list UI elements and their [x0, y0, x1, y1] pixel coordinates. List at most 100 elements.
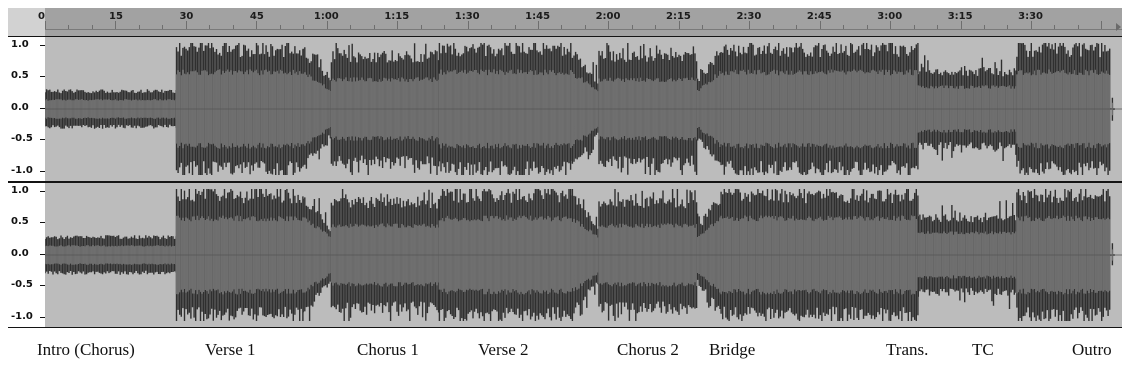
ruler-major-tick	[678, 21, 680, 29]
ruler-time-label: 3:15	[947, 11, 973, 22]
scale-tick	[40, 254, 45, 255]
ruler-minor-tick	[279, 25, 281, 29]
amplitude-scale: 1.0 0.5 0.0 -0.5 -1.0	[8, 37, 45, 181]
ruler-minor-tick	[420, 25, 422, 29]
scale-tick	[40, 191, 45, 192]
ruler-major-tick	[115, 21, 117, 29]
ruler-minor-tick	[373, 25, 375, 29]
ruler-minor-tick	[561, 25, 563, 29]
ruler-major-tick	[819, 21, 821, 29]
scale-label-upper: 0.5	[11, 70, 29, 81]
ruler-major-tick	[256, 21, 258, 29]
ruler-baseline	[45, 29, 1122, 30]
ruler-time-label: 3:30	[1018, 11, 1044, 22]
section-label-outro: Outro	[1072, 340, 1112, 359]
ruler-minor-tick	[772, 25, 774, 29]
ruler-time-label: 45	[249, 11, 264, 22]
ruler-minor-tick	[303, 25, 305, 29]
scale-tick	[40, 108, 45, 109]
ruler-minor-tick	[162, 25, 164, 29]
scale-label-top: 1.0	[11, 39, 29, 50]
ruler-minor-tick	[655, 25, 657, 29]
ruler-minor-tick	[444, 25, 446, 29]
ruler-major-tick	[537, 21, 539, 29]
ruler-corner	[8, 8, 45, 36]
scale-tick	[40, 76, 45, 77]
ruler-major-tick	[960, 21, 962, 29]
section-label-intro: Intro (Chorus)	[37, 340, 135, 359]
ruler-time-label: 30	[179, 11, 194, 22]
scale-label-upper: 0.5	[11, 216, 29, 227]
ruler-major-tick	[608, 21, 610, 29]
section-label-chorus-1: Chorus 1	[357, 340, 419, 359]
ruler-time-label: 2:45	[806, 11, 832, 22]
ruler-minor-tick	[913, 25, 915, 29]
ruler-end-arrow-icon	[1116, 23, 1121, 31]
ruler-minor-tick	[514, 25, 516, 29]
song-section-labels: Intro (Chorus) Verse 1 Chorus 1 Verse 2 …	[0, 340, 1129, 370]
ruler-time-label: 2:30	[736, 11, 762, 22]
ruler-minor-tick	[984, 25, 985, 29]
ruler-minor-tick	[138, 25, 140, 29]
scale-label-bottom: -1.0	[11, 165, 33, 176]
ruler-minor-tick	[232, 25, 234, 29]
ruler-minor-tick	[350, 25, 352, 29]
ruler-minor-tick	[491, 25, 493, 29]
scale-label-bottom: -1.0	[11, 311, 33, 322]
ruler-major-tick	[890, 21, 892, 29]
ruler-minor-tick	[209, 25, 211, 29]
ruler-major-tick	[749, 21, 751, 29]
track-right-channel[interactable]: 1.0 0.5 0.0 -0.5 -1.0	[8, 183, 1122, 327]
scale-label-center: 0.0	[11, 102, 29, 113]
ruler-minor-tick	[584, 25, 586, 29]
ruler-minor-tick	[1054, 25, 1056, 29]
ruler-minor-tick	[843, 25, 845, 29]
section-label-verse-2: Verse 2	[478, 340, 529, 359]
ruler-time-label: 15	[109, 11, 123, 22]
ruler-time-label: 2:15	[666, 11, 691, 22]
ruler-minor-tick	[1007, 25, 1009, 29]
ruler-time-label: 3:00	[877, 11, 903, 22]
scale-tick	[40, 222, 45, 223]
scale-tick	[40, 171, 45, 172]
ruler-major-tick	[326, 21, 328, 29]
ruler-minor-tick	[631, 25, 633, 29]
section-label-verse-1: Verse 1	[205, 340, 256, 359]
ruler-major-tick	[1030, 21, 1032, 29]
track-left-channel[interactable]: 1.0 0.5 0.0 -0.5 -1.0	[8, 37, 1122, 181]
timeline-ruler[interactable]: 0 15 30 45 1:00 1:15 1:30 1:45 2:00 2:15 2:30 2:45 3…	[8, 8, 1122, 36]
ruler-major-tick	[467, 21, 469, 29]
ruler-minor-tick	[725, 25, 727, 29]
section-label-tc: TC	[972, 340, 994, 359]
ruler-time-label: 2:00	[595, 11, 621, 22]
section-label-chorus-2: Chorus 2	[617, 340, 679, 359]
ruler-major-tick	[185, 21, 187, 29]
scale-tick	[40, 139, 45, 140]
ruler-time-label: 0	[38, 11, 45, 22]
ruler-minor-tick	[68, 25, 70, 29]
ruler-major-tick	[1101, 21, 1103, 29]
ruler-time-label: 1:30	[454, 11, 480, 22]
ruler-major-tick	[45, 21, 46, 29]
ruler-time-label: 1:45	[525, 11, 551, 22]
amplitude-scale: 1.0 0.5 0.0 -0.5 -1.0	[8, 183, 45, 327]
scale-label-lower: -0.5	[11, 133, 33, 144]
ruler-minor-tick	[937, 25, 939, 29]
waveform-tracks: 1.0 0.5 0.0 -0.5 -1.0 1.0 0.5 0.0 -0.5 -…	[8, 36, 1122, 328]
section-label-transition: Trans.	[886, 340, 929, 359]
section-label-bridge: Bridge	[709, 340, 756, 359]
scale-tick	[40, 285, 45, 286]
ruler-minor-tick	[1077, 25, 1079, 29]
scale-label-top: 1.0	[11, 185, 29, 196]
waveform-right[interactable]	[45, 183, 1122, 327]
scale-label-center: 0.0	[11, 248, 29, 259]
ruler-minor-tick	[91, 25, 93, 29]
ruler-major-tick	[397, 21, 399, 29]
scale-label-lower: -0.5	[11, 279, 33, 290]
ruler-minor-tick	[866, 25, 868, 29]
scale-tick	[40, 317, 45, 318]
ruler-minor-tick	[796, 25, 798, 29]
ruler-time-label: 1:15	[384, 11, 410, 22]
scale-tick	[40, 45, 45, 46]
waveform-left[interactable]	[45, 37, 1122, 181]
